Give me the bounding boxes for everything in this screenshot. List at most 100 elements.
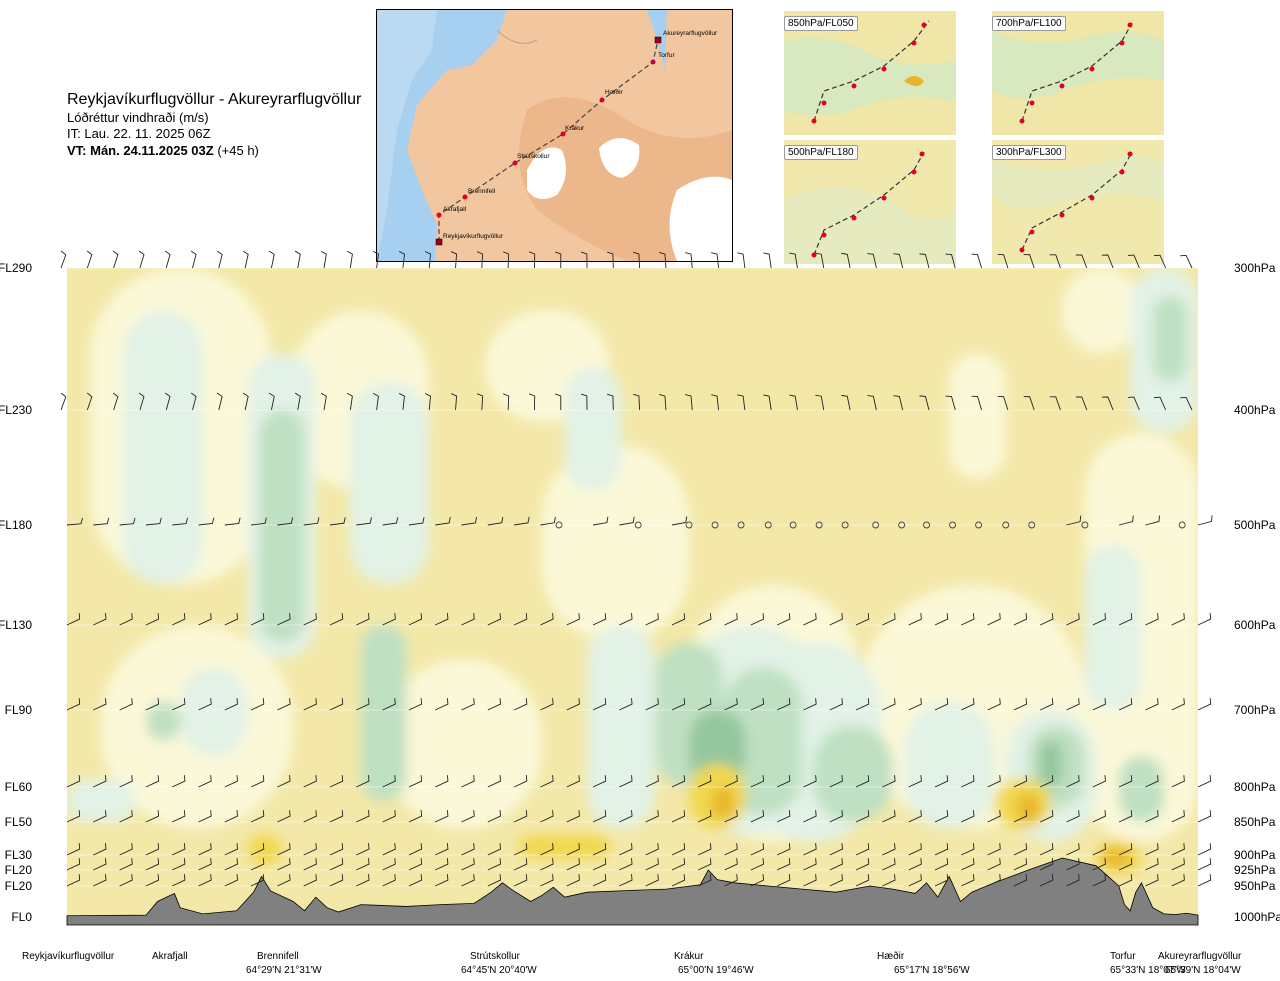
- wind-barb: [513, 843, 528, 856]
- station-label: Krákur: [674, 951, 704, 962]
- wind-barb: [803, 698, 817, 711]
- field-region-up: [813, 725, 893, 822]
- calm-wind-marker: [815, 521, 823, 529]
- wind-barb: [303, 874, 317, 887]
- wind-barb: [60, 392, 67, 411]
- wind-barb: [461, 810, 475, 823]
- wind-barb: [1066, 775, 1080, 788]
- calm-wind-marker: [711, 521, 719, 529]
- flight-level-label: FL90: [4, 703, 32, 717]
- wind-barb: [893, 395, 904, 411]
- wind-barb: [934, 810, 949, 823]
- wind-barb: [1092, 775, 1106, 788]
- wind-barb: [540, 613, 554, 626]
- wind-barb: [172, 517, 189, 526]
- wind-barb: [1180, 396, 1193, 411]
- wind-barb: [145, 843, 160, 856]
- station-label: Strútskollur: [470, 951, 521, 962]
- vertical-velocity-field: [67, 268, 1198, 919]
- wind-barb: [1066, 515, 1082, 526]
- wind-barb: [172, 810, 186, 823]
- pressure-level-label: 600hPa: [1234, 618, 1276, 632]
- wind-barb: [86, 392, 93, 411]
- map-label-strutskollur: Strútskollur: [517, 153, 550, 160]
- wind-barb: [356, 613, 370, 626]
- wind-barb: [776, 858, 791, 871]
- calm-wind-marker: [764, 521, 772, 529]
- wind-barb: [119, 613, 133, 626]
- thumbnail-700[interactable]: 700hPa/FL100: [992, 11, 1164, 135]
- wind-barb: [1075, 254, 1088, 269]
- wind-barb: [987, 810, 1001, 823]
- wind-barb: [1145, 874, 1159, 887]
- wind-barb: [633, 251, 641, 269]
- wind-barb: [60, 250, 67, 269]
- wind-barb: [145, 517, 162, 526]
- wind-barb: [737, 394, 746, 411]
- wind-barb: [919, 253, 930, 269]
- level-gridlines: [67, 267, 1198, 918]
- wind-barb: [66, 858, 81, 871]
- wind-barb: [224, 698, 238, 711]
- wind-barb: [566, 874, 580, 887]
- wind-barb: [224, 843, 238, 856]
- calm-wind-marker: [555, 521, 563, 529]
- wind-barb: [408, 698, 423, 711]
- wind-barb: [776, 843, 791, 856]
- wind-barb: [164, 392, 171, 411]
- wind-barb: [987, 698, 1001, 711]
- wind-barb: [698, 613, 712, 626]
- wind-barb: [372, 250, 379, 269]
- wind-barb: [633, 393, 641, 411]
- wind-barb: [698, 874, 712, 887]
- pressure-level-label: 400hPa: [1234, 403, 1276, 417]
- wind-barb: [198, 613, 212, 626]
- wind-barb: [112, 392, 119, 411]
- wind-barb: [540, 858, 554, 871]
- thumbnail-700-label: 700hPa/FL100: [992, 16, 1066, 31]
- wind-barb: [119, 698, 133, 711]
- wind-barb: [1145, 775, 1159, 788]
- wind-barb: [867, 395, 877, 411]
- wind-barb: [934, 843, 949, 856]
- wind-barb: [750, 613, 765, 626]
- wind-barb: [961, 613, 975, 626]
- wind-barb: [855, 698, 870, 711]
- wind-barb: [1145, 858, 1159, 871]
- wind-barb: [435, 810, 449, 823]
- wind-barb: [145, 613, 160, 626]
- wind-barb: [592, 843, 607, 856]
- thumbnail-300[interactable]: 300hPa/FL300: [992, 140, 1164, 264]
- pressure-level-label: 700hPa: [1234, 703, 1276, 717]
- wind-barb: [1039, 874, 1054, 887]
- wind-barb: [1101, 396, 1114, 411]
- wind-barb: [1039, 775, 1054, 788]
- thumbnail-500[interactable]: 500hPa/FL180: [784, 140, 956, 264]
- wind-barb: [476, 251, 484, 269]
- wind-barb: [398, 393, 405, 411]
- wind-barb: [1171, 698, 1185, 711]
- pressure-level-label: 300hPa: [1234, 261, 1276, 275]
- wind-barb: [750, 843, 765, 856]
- pressure-level-label: 925hPa: [1234, 863, 1276, 877]
- field-region-up: [259, 410, 305, 642]
- wind-barb: [815, 394, 825, 411]
- calm-wind-marker: [898, 521, 906, 529]
- thumbnail-850[interactable]: 850hPa/FL050: [784, 11, 956, 135]
- wind-barb: [145, 698, 160, 711]
- wind-barb: [1049, 254, 1061, 269]
- wind-barb: [908, 613, 922, 626]
- valid-time: VT: Mán. 24.11.2025 03Z (+45 h): [67, 143, 259, 159]
- wind-barb: [172, 843, 186, 856]
- wind-barb: [198, 874, 212, 887]
- wind-barb: [93, 517, 110, 526]
- wind-barb: [671, 810, 686, 823]
- flight-level-label: FL0: [11, 910, 32, 924]
- wind-barb: [513, 775, 528, 788]
- wind-barb: [435, 874, 449, 887]
- pressure-level-label: 800hPa: [1234, 780, 1276, 794]
- wind-barb: [987, 858, 1001, 871]
- calm-wind-marker: [1028, 521, 1036, 529]
- wind-barb: [303, 698, 317, 711]
- wind-barb: [487, 698, 502, 711]
